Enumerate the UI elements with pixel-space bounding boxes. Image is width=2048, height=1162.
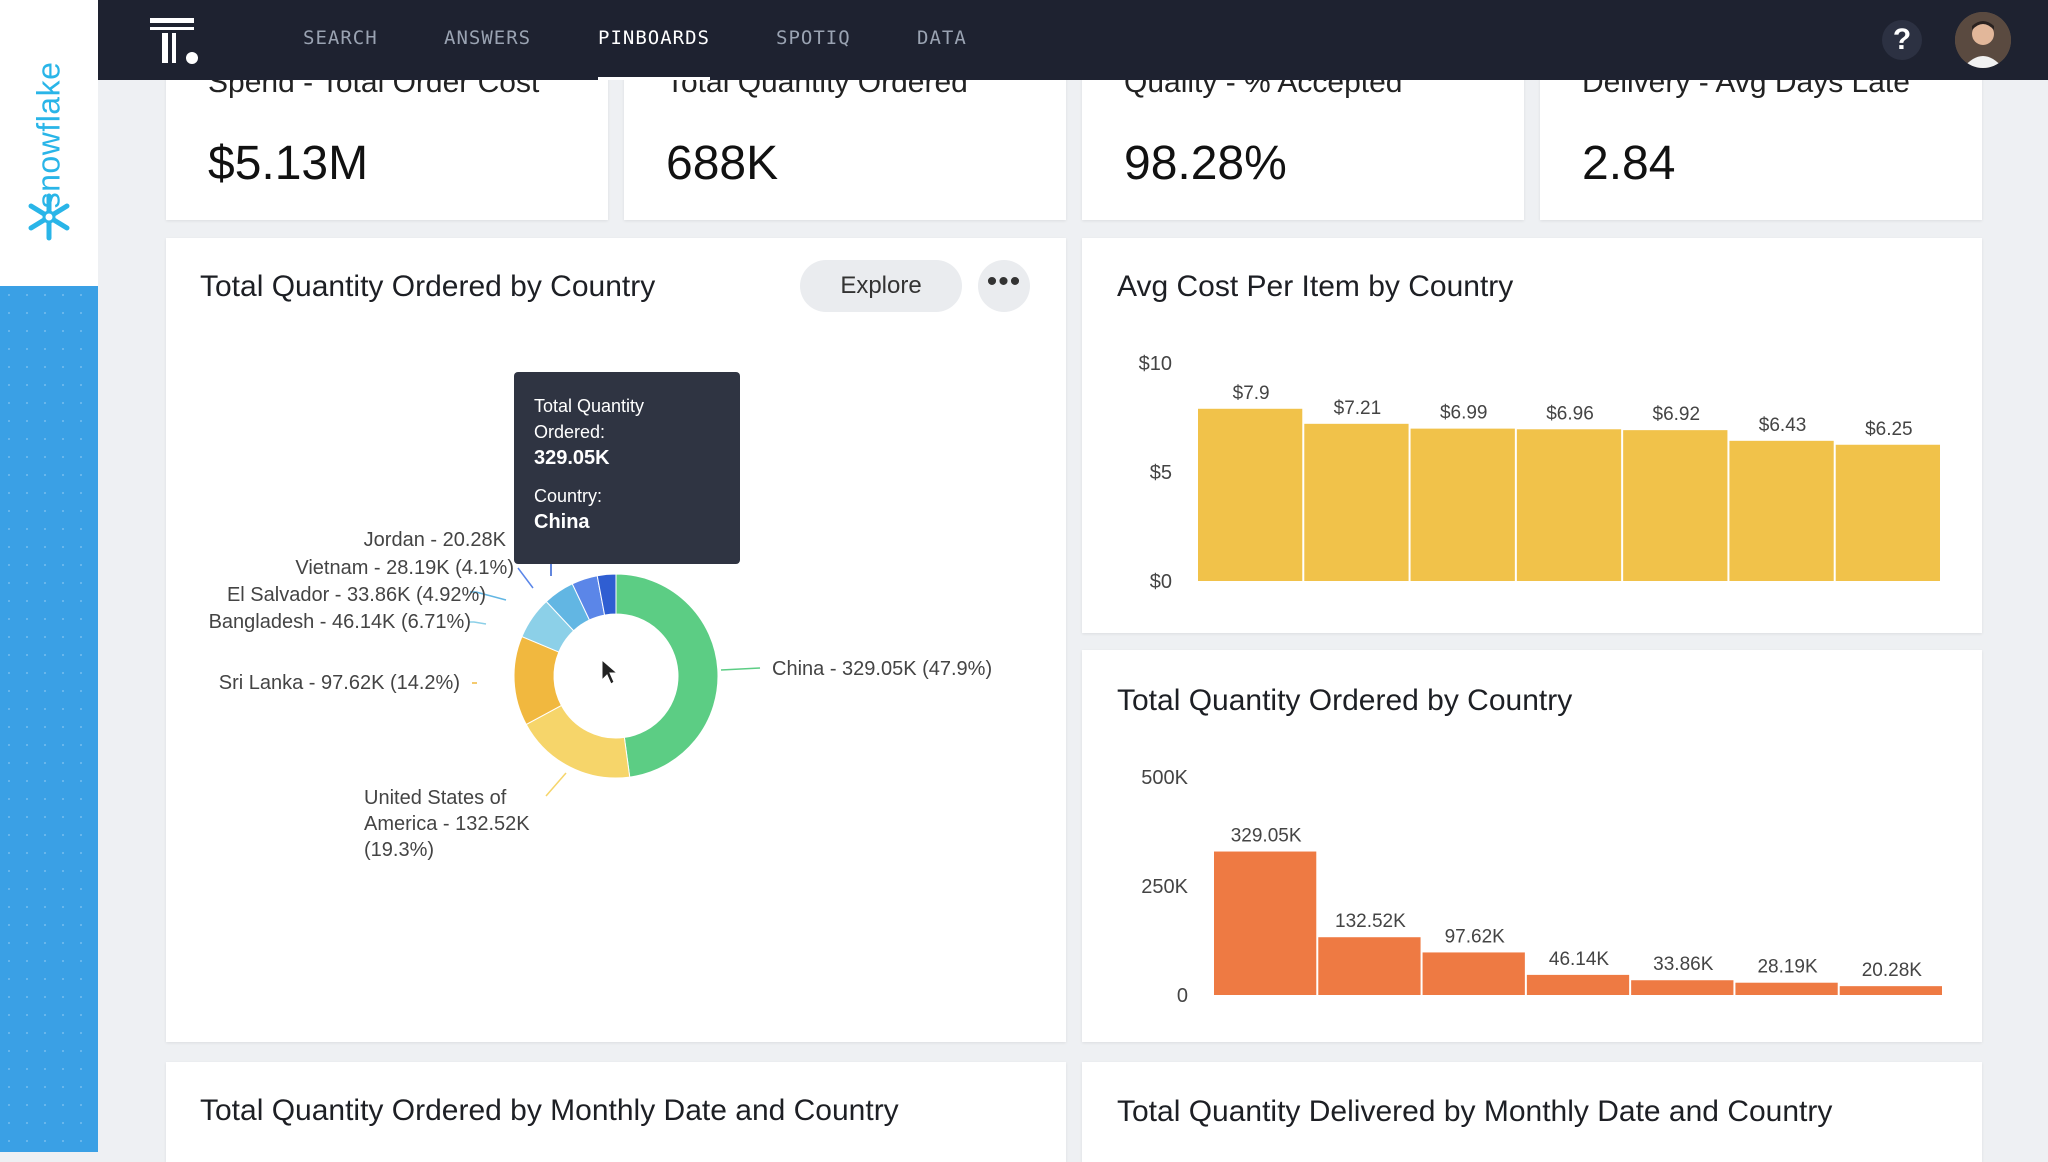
monthly-ordered-card[interactable] xyxy=(166,1062,1066,1162)
card-title: Total Quantity Ordered by Country xyxy=(200,270,656,303)
bar[interactable] xyxy=(1735,982,1838,995)
bar[interactable] xyxy=(1631,980,1734,995)
kpi-card-delivery[interactable]: Delivery - Avg Days Late 2.84 xyxy=(1540,52,1982,220)
user-avatar[interactable] xyxy=(1955,12,2011,68)
bar[interactable] xyxy=(1623,430,1728,581)
monthly-delivered-card[interactable] xyxy=(1082,1062,1982,1162)
kpi-value: 2.84 xyxy=(1582,137,1676,190)
slice-label-bangladesh: Bangladesh - 46.14K (6.71%) xyxy=(209,611,471,633)
bar-value-label: $6.43 xyxy=(1759,415,1807,436)
nav-data[interactable]: DATA xyxy=(917,27,967,49)
bar[interactable] xyxy=(1526,974,1630,995)
nav-pinboards[interactable]: PINBOARDS xyxy=(598,0,710,80)
quantity-bar-chart: 500K 250K 0 329.05K 132.52K 97.62K 46.14K 33.8… xyxy=(1141,767,1942,1007)
bar[interactable] xyxy=(1516,429,1622,581)
brand-wordmark: snowflake xyxy=(30,61,67,209)
bar-value-label: $6.25 xyxy=(1865,419,1913,440)
bar-value-label: 28.19K xyxy=(1757,957,1818,978)
slice-label-usa-line1: United States of xyxy=(364,787,507,809)
slice-label-vietnam: Vietnam - 28.19K (4.1%) xyxy=(295,557,514,579)
card-title: Total Quantity Delivered by Monthly Date… xyxy=(1117,1095,1833,1128)
kpi-value: 98.28% xyxy=(1124,137,1287,190)
slice-label-usa-line3: (19.3%) xyxy=(364,839,434,861)
y-tick-label: $5 xyxy=(1150,462,1172,484)
bar-value-label: 20.28K xyxy=(1862,960,1923,981)
chart-tooltip: Total Quantity Ordered: 329.05K Country:… xyxy=(514,372,740,564)
tooltip-measure-label: Total Quantity xyxy=(534,396,645,416)
card-title: Total Quantity Ordered by Country xyxy=(1117,684,1573,717)
y-tick-label: 500K xyxy=(1141,767,1188,789)
avg-cost-bar-chart: $10 $5 $0 $7.9 $7.21 $6.99 $6.96 $6.92 $6.43 $6.… xyxy=(1139,353,1940,593)
help-icon[interactable]: ? xyxy=(1882,20,1922,60)
bar[interactable] xyxy=(1839,986,1942,995)
bar-value-label: $6.96 xyxy=(1546,403,1594,424)
slice-label-jordan: Jordan - 20.28K xyxy=(364,529,507,551)
slice-label-elsalvador: El Salvador - 33.86K (4.92%) xyxy=(227,584,486,606)
donut-slice-china[interactable] xyxy=(615,573,719,778)
nav-search[interactable]: SEARCH xyxy=(303,27,378,49)
kpi-value: 688K xyxy=(666,137,779,190)
more-options-button[interactable]: ••• xyxy=(978,260,1030,312)
bar[interactable] xyxy=(1410,428,1515,581)
bar[interactable] xyxy=(1304,423,1409,581)
slice-label-srilanka: Sri Lanka - 97.62K (14.2%) xyxy=(219,672,460,694)
bar-value-label: 97.62K xyxy=(1445,926,1506,947)
tooltip-dim-label: Country: xyxy=(534,486,603,506)
y-tick-label: $10 xyxy=(1139,353,1172,375)
bar-value-label: 132.52K xyxy=(1335,911,1406,932)
donut-slice-jordan[interactable] xyxy=(596,573,617,616)
bar-value-label: 33.86K xyxy=(1653,954,1714,975)
top-navbar xyxy=(98,0,2048,80)
bar[interactable] xyxy=(1198,408,1303,581)
y-tick-label: 250K xyxy=(1141,876,1188,898)
bar-value-label: $7.21 xyxy=(1334,398,1382,419)
avatar-image xyxy=(1955,12,2011,68)
card-title: Avg Cost Per Item by Country xyxy=(1117,270,1514,303)
tooltip-dim-value: China xyxy=(534,511,590,533)
kpi-card-quality[interactable]: Quality - % Accepted 98.28% xyxy=(1082,52,1524,220)
bar[interactable] xyxy=(1729,440,1834,581)
bar[interactable] xyxy=(1318,937,1421,995)
brand-panel: snowflake xyxy=(0,0,98,286)
slice-label-usa-line2: America - 132.52K xyxy=(364,813,530,835)
y-tick-label: $0 xyxy=(1150,571,1172,593)
thoughtspot-logo-icon[interactable] xyxy=(148,14,202,68)
tooltip-measure-value: 329.05K xyxy=(534,447,610,469)
slice-label-china: China - 329.05K (47.9%) xyxy=(772,658,992,680)
bar[interactable] xyxy=(1835,444,1940,581)
bar[interactable] xyxy=(1422,952,1525,995)
card-title: Total Quantity Ordered by Monthly Date a… xyxy=(200,1094,899,1127)
nav-spotiq[interactable]: SPOTIQ xyxy=(776,27,851,49)
donut-chart: China - 329.05K (47.9%) United States of… xyxy=(209,529,993,861)
brand-pattern xyxy=(0,286,98,1152)
explore-button[interactable]: Explore xyxy=(800,260,962,312)
bar[interactable] xyxy=(1214,851,1317,995)
tooltip-measure-label-2: Ordered: xyxy=(534,422,606,442)
bar-value-label: $6.99 xyxy=(1440,403,1488,424)
bar-value-label: $6.92 xyxy=(1653,404,1701,425)
bar-value-label: $7.9 xyxy=(1233,383,1270,404)
snowflake-icon xyxy=(28,193,70,241)
bar-value-label: 329.05K xyxy=(1231,826,1302,847)
bar-value-label: 46.14K xyxy=(1549,949,1610,970)
mouse-cursor-icon xyxy=(601,658,619,685)
nav-answers[interactable]: ANSWERS xyxy=(444,27,532,49)
y-tick-label: 0 xyxy=(1177,985,1188,1007)
kpi-value: $5.13M xyxy=(208,137,369,190)
